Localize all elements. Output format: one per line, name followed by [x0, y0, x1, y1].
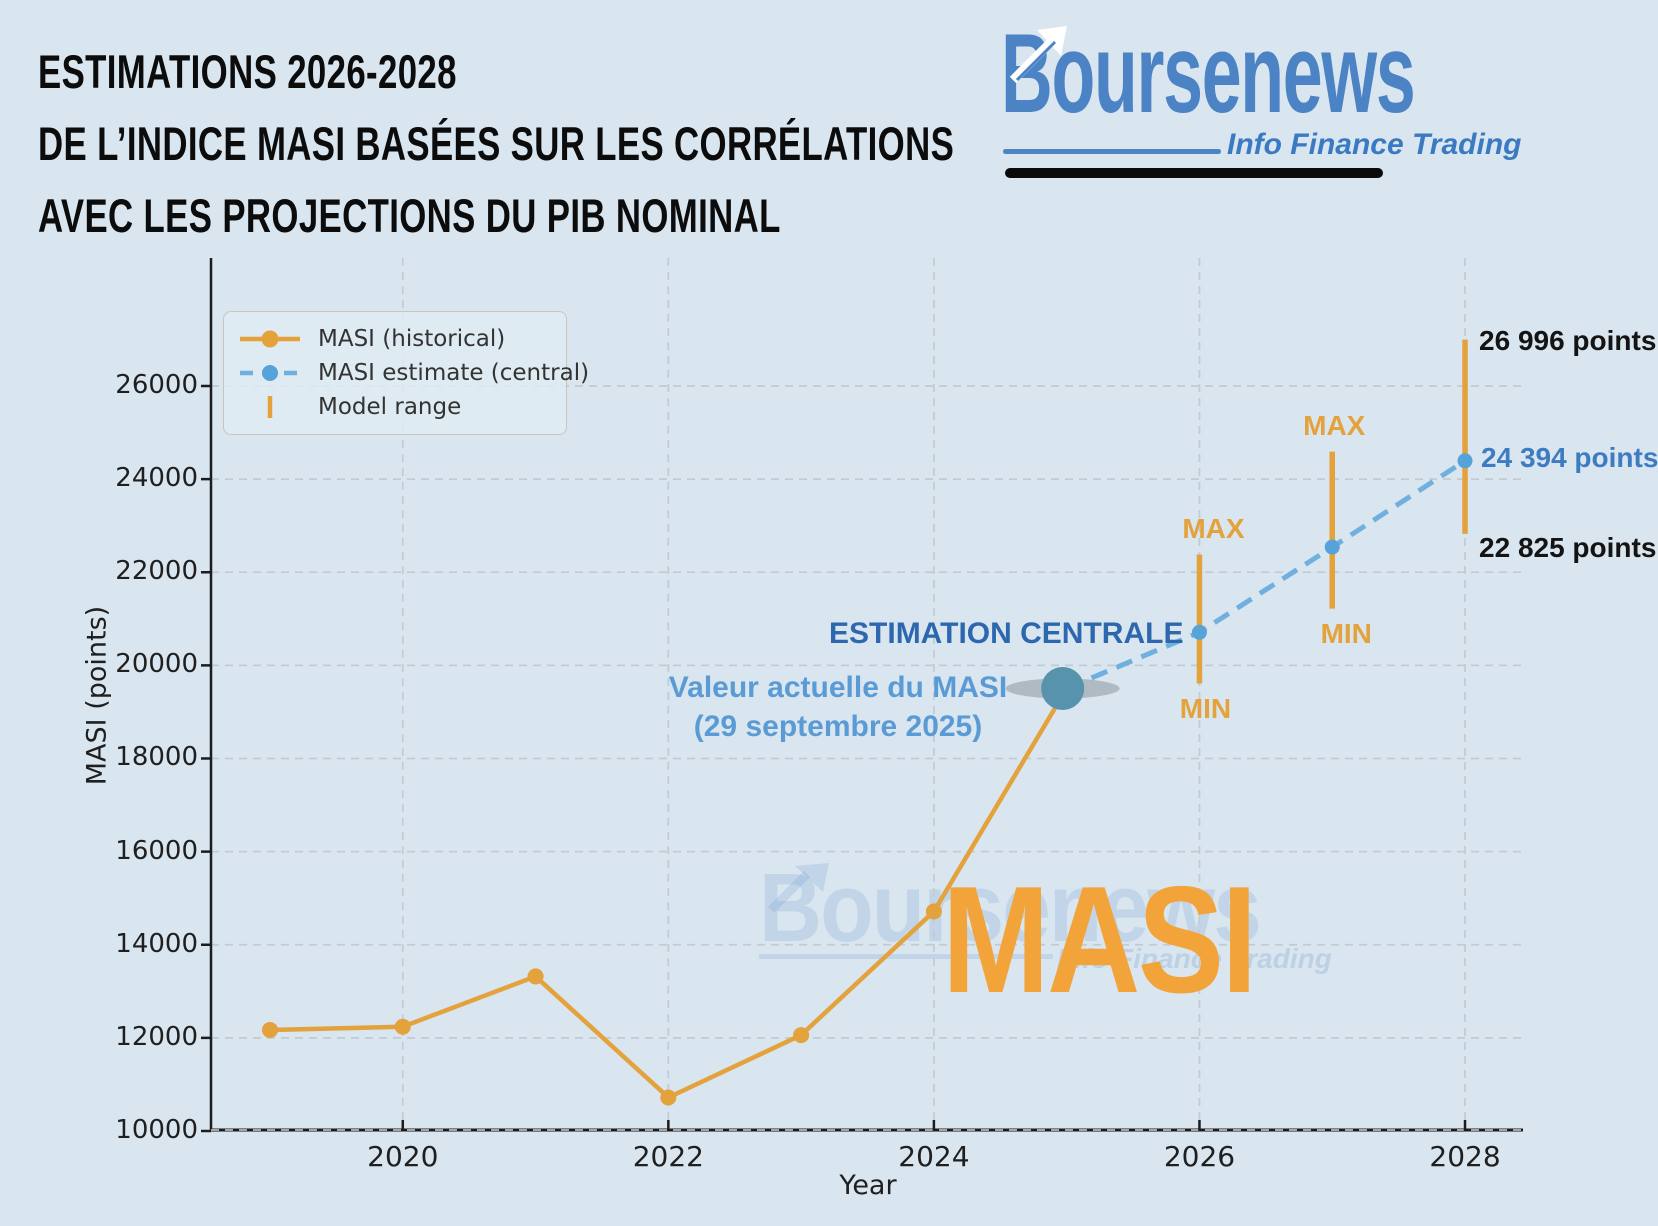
- legend-item-estimate: MASI estimate (central): [238, 356, 589, 390]
- min-2028-value-label: 22 825 points: [1479, 531, 1657, 563]
- historical-line-swatch-icon: [240, 330, 300, 348]
- legend-label: MASI (historical): [318, 326, 506, 352]
- logo-black-bar: [1005, 168, 1383, 178]
- page-title: ESTIMATIONS 2026-2028 DE L’INDICE MASI B…: [38, 36, 1276, 252]
- current-value-label: Valeur actuelle du MASI (29 septembre 20…: [669, 668, 1007, 746]
- central-2028-value-label: 24 394 points: [1481, 441, 1658, 473]
- min-label-2026: MIN: [1179, 692, 1232, 724]
- historical-point: [262, 1021, 278, 1038]
- max-label-2026: MAX: [1182, 512, 1245, 544]
- background-watermark-logo: Boursenews Info Finance Trading: [759, 853, 1332, 974]
- title-line-1: ESTIMATIONS 2026-2028: [38, 45, 457, 98]
- current-value-line1: Valeur actuelle du MASI: [668, 671, 1008, 704]
- logo-tagline: Info Finance Trading: [1227, 128, 1522, 161]
- y-tick-label: 14000: [115, 928, 198, 959]
- min-label-2027: MIN: [1320, 617, 1372, 649]
- y-tick-label: 20000: [115, 649, 198, 680]
- y-tick-label: 16000: [115, 835, 198, 866]
- estimation-centrale-label: ESTIMATION CENTRALE: [829, 617, 1184, 651]
- masi-estimate-line: [1065, 458, 1467, 691]
- plot-area: Boursenews Info Finance Trading MASI MAS…: [201, 258, 1658, 1133]
- historical-point: [527, 968, 544, 985]
- historical-point: [394, 1018, 411, 1035]
- x-tick-label: 2022: [632, 1140, 704, 1173]
- y-tick-label: 24000: [115, 463, 198, 494]
- x-tick-label: 2028: [1429, 1140, 1501, 1173]
- estimate-point: [1324, 539, 1340, 555]
- legend-item-historical: MASI (historical): [238, 322, 550, 356]
- y-tick-label: 22000: [115, 556, 198, 587]
- max-label-2027: MAX: [1303, 409, 1366, 441]
- x-tick-label: 2024: [898, 1140, 970, 1173]
- historical-point: [925, 903, 942, 920]
- legend-item-range: Model range: [238, 390, 550, 424]
- y-axis-title: MASI (points): [81, 605, 113, 786]
- masi-watermark: MASI: [942, 854, 1255, 1024]
- logo-wordmark: Boursenews: [1001, 11, 1416, 136]
- y-tick-label: 10000: [115, 1115, 198, 1145]
- svg-text:Info Finance Trading: Info Finance Trading: [1057, 943, 1332, 974]
- logo-arrow-icon: [1009, 26, 1067, 84]
- chart-legend: MASI (historical) MASI estimate (central…: [223, 311, 589, 435]
- x-tick-label: 2026: [1163, 1140, 1236, 1173]
- y-tick-label: 12000: [115, 1021, 198, 1052]
- legend-label: Model range: [318, 394, 462, 420]
- current-value-line2: (29 septembre 2025): [693, 710, 983, 743]
- y-tick-label: 18000: [115, 742, 198, 773]
- estimate-line-swatch-icon: [240, 365, 300, 381]
- boursenews-logo: Boursenews Info Finance Trading: [1001, 11, 1521, 188]
- max-2028-value-label: 26 996 points: [1479, 324, 1657, 356]
- legend-label: MASI estimate (central): [318, 360, 590, 386]
- historical-point: [793, 1027, 810, 1044]
- chart-canvas: Boursenews Info Finance Trading MASI: [201, 258, 1523, 1133]
- x-axis-title: Year: [839, 1170, 897, 1201]
- model-range-swatch-icon: [267, 396, 273, 418]
- title-line-2: DE L’INDICE MASI BASÉES SUR LES CORRÉLAT…: [38, 117, 955, 170]
- historical-point: [660, 1089, 677, 1106]
- x-tick-label: 2020: [367, 1140, 439, 1173]
- title-line-3: AVEC LES PROJECTIONS DU PIB NOMINAL: [38, 189, 781, 242]
- y-tick-label: 26000: [115, 369, 198, 400]
- estimate-point: [1457, 453, 1473, 469]
- estimate-point: [1191, 624, 1207, 640]
- current-value-marker: [1041, 666, 1085, 710]
- svg-text:Boursenews: Boursenews: [759, 853, 1260, 962]
- logo-underline: [1003, 149, 1221, 154]
